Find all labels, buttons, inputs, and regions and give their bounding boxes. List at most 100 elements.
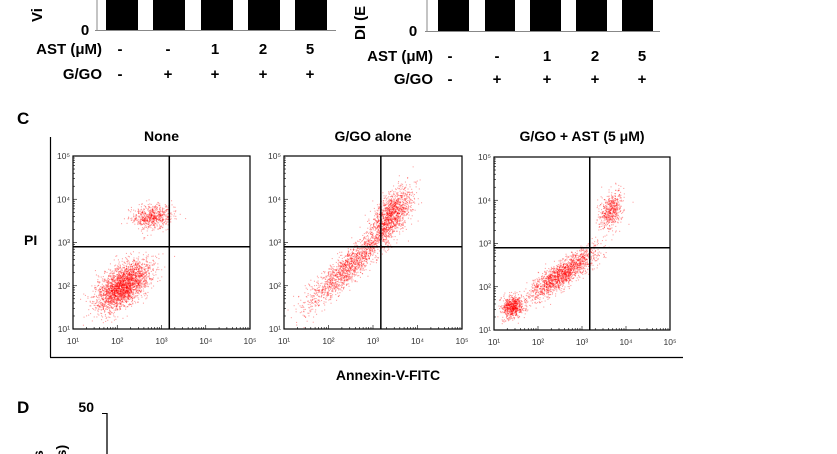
event-point (122, 288, 124, 290)
event-point (165, 216, 167, 218)
event-point (393, 201, 395, 203)
event-point (161, 209, 163, 211)
event-point (141, 259, 143, 261)
event-point (121, 286, 123, 288)
event-point (139, 271, 141, 273)
event-point (144, 269, 146, 271)
event-point (113, 299, 115, 301)
event-point (122, 267, 124, 269)
event-point (129, 283, 131, 285)
event-point (140, 275, 142, 277)
event-point (145, 259, 147, 261)
event-point (108, 295, 110, 297)
event-point (120, 282, 122, 284)
event-point (134, 268, 136, 270)
event-point (131, 276, 133, 278)
event-point (135, 278, 137, 280)
event-point (162, 219, 164, 221)
event-point (120, 298, 122, 300)
event-point (135, 278, 137, 280)
event-point (148, 214, 150, 216)
event-point (130, 291, 132, 293)
event-point (114, 294, 116, 296)
event-point (118, 275, 120, 277)
event-point (139, 272, 141, 274)
event-point (145, 212, 147, 214)
event-point (119, 280, 121, 282)
event-point (121, 278, 123, 280)
event-point (158, 211, 160, 213)
event-point (127, 218, 129, 220)
event-point (141, 267, 143, 269)
event-point (139, 273, 141, 275)
event-point (113, 297, 115, 299)
event-point (383, 200, 385, 202)
event-point (127, 296, 129, 298)
event-point (150, 279, 152, 281)
event-point (121, 285, 123, 287)
event-point (120, 295, 122, 297)
event-point (132, 303, 134, 305)
event-point (116, 278, 118, 280)
event-point (98, 304, 100, 306)
event-point (138, 284, 140, 286)
event-point (119, 293, 121, 295)
event-point (121, 298, 123, 300)
event-point (103, 294, 105, 296)
event-point (386, 211, 388, 213)
event-point (142, 215, 144, 217)
event-point (115, 308, 117, 310)
event-point (392, 231, 394, 233)
event-point (120, 292, 122, 294)
event-point (149, 209, 151, 211)
event-point (133, 283, 135, 285)
event-point (104, 288, 106, 290)
event-point (153, 212, 155, 214)
event-point (157, 228, 159, 230)
event-point (118, 288, 120, 290)
event-point (109, 310, 111, 312)
event-point (392, 219, 394, 221)
event-point (113, 319, 115, 321)
event-point (113, 288, 115, 290)
event-point (134, 281, 136, 283)
event-point (111, 290, 113, 292)
event-point (134, 217, 136, 219)
event-point (388, 212, 390, 214)
event-point (141, 273, 143, 275)
event-point (119, 275, 121, 277)
event-point (120, 279, 122, 281)
event-point (124, 292, 126, 294)
event-point (128, 272, 130, 274)
event-point (132, 302, 134, 304)
event-point (107, 306, 109, 308)
event-point (143, 212, 145, 214)
event-point (128, 272, 130, 274)
event-point (126, 300, 128, 302)
event-point (384, 217, 386, 219)
event-point (136, 279, 138, 281)
event-point (116, 289, 118, 291)
event-point (129, 275, 131, 277)
event-point (134, 262, 136, 264)
event-point (122, 285, 124, 287)
event-point (385, 219, 387, 221)
event-point (127, 297, 129, 299)
event-point (166, 209, 168, 211)
event-point (109, 289, 111, 291)
event-point (104, 308, 106, 310)
event-point (116, 290, 118, 292)
event-point (126, 268, 128, 270)
event-point (155, 208, 157, 210)
event-point (138, 286, 140, 288)
event-point (157, 211, 159, 213)
event-point (120, 293, 122, 295)
event-point (112, 287, 114, 289)
event-point (383, 208, 385, 210)
event-point (157, 218, 159, 220)
event-point (149, 219, 151, 221)
event-point (145, 207, 147, 209)
event-point (129, 282, 131, 284)
event-point (159, 220, 161, 222)
event-point (397, 199, 399, 201)
